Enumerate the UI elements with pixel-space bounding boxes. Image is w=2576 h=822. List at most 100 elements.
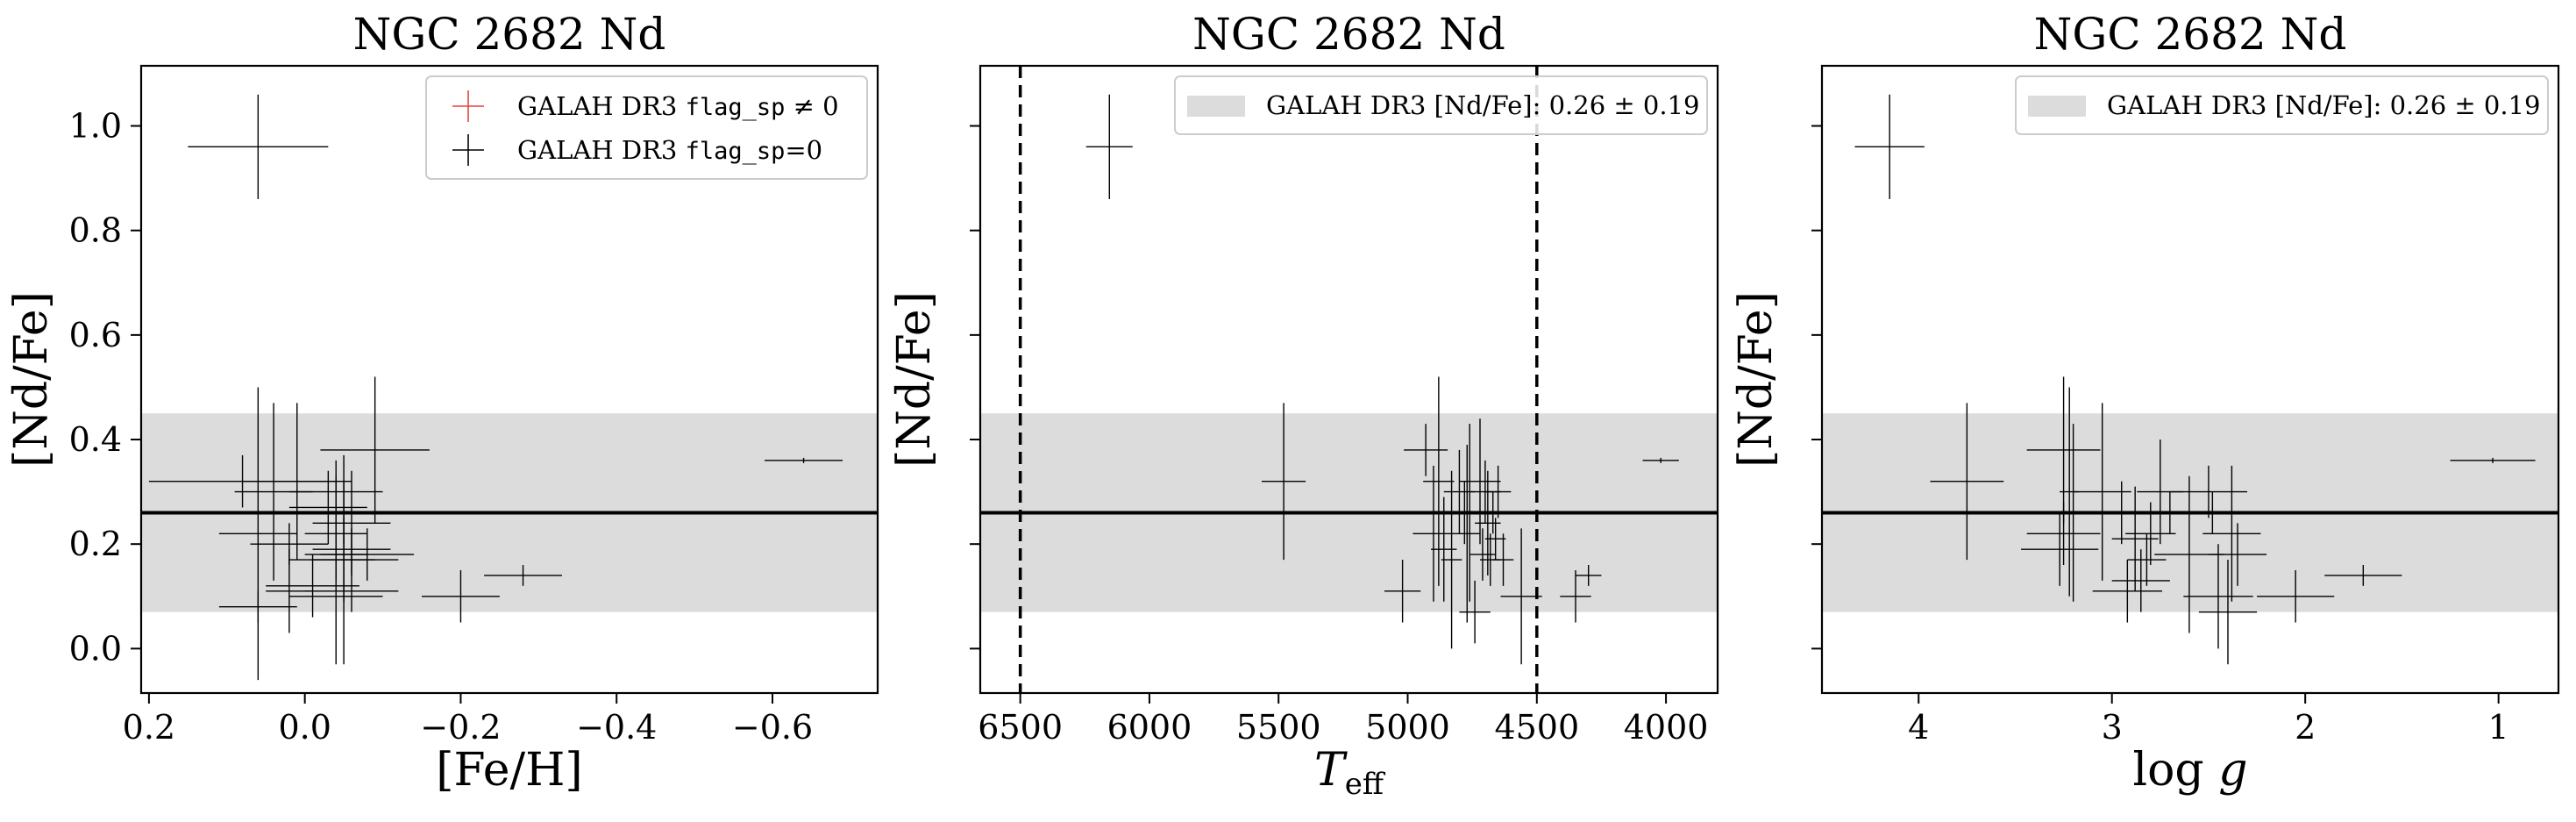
axes-frame	[139, 64, 879, 695]
x-tick-label: 5000	[1365, 708, 1450, 747]
x-tick-label: 4	[1908, 708, 1929, 747]
y-tick-label: 0.8	[69, 211, 122, 250]
x-tick-label: 3	[2102, 708, 2123, 747]
panel-title: NGC 2682 Nd	[353, 9, 666, 60]
data-point	[2208, 523, 2267, 586]
y-axis-label: [Nd/Fe]	[1730, 291, 1783, 468]
data-point	[1930, 403, 2004, 561]
legend-band-swatch	[2028, 96, 2086, 117]
data-point	[1085, 94, 1133, 199]
data-point	[2169, 465, 2248, 518]
x-axis-label: Teff	[1314, 744, 1386, 802]
data-point	[1500, 528, 1542, 665]
y-axis-label: [Nd/Fe]	[5, 291, 58, 468]
data-point	[1475, 470, 1501, 575]
data-point	[1384, 560, 1421, 623]
data-point	[1262, 403, 1306, 561]
data-point	[765, 457, 843, 463]
y-axis-label: [Nd/Fe]	[888, 291, 941, 468]
plot-area	[1822, 94, 2558, 665]
data-point	[1423, 376, 1455, 586]
legend-marker-flag-nonzero	[452, 90, 484, 122]
data-point	[484, 565, 562, 586]
data-point	[2324, 565, 2402, 586]
data-point	[320, 376, 430, 524]
legend-box	[2015, 75, 2549, 135]
y-tick-label: 0.0	[69, 629, 122, 668]
axes-frame	[978, 64, 1719, 695]
x-tick-label: 4000	[1624, 708, 1709, 747]
data-point	[1431, 497, 1457, 602]
panel-1: 0.2 0.0 −0.2 −0.4 −0.6 0.0 0.2 0.4 0.6 0.8 1.0 NGC …	[5, 9, 879, 797]
data-point	[218, 590, 297, 623]
data-point	[188, 94, 329, 199]
data-point	[312, 518, 375, 602]
data-point	[2257, 569, 2335, 623]
x-tick-label: 6000	[1107, 708, 1192, 747]
data-point	[1454, 444, 1480, 623]
data-point	[2127, 533, 2167, 586]
data-point	[288, 528, 383, 665]
x-tick-label: −0.4	[576, 708, 657, 747]
data-point	[1404, 424, 1448, 476]
x-tick-label: 2	[2295, 708, 2316, 747]
data-point	[312, 470, 391, 575]
data-point	[1469, 528, 1496, 581]
data-point	[1642, 457, 1679, 463]
data-point	[2183, 544, 2253, 649]
data-point	[1413, 465, 1455, 602]
data-point	[218, 387, 297, 681]
x-tick-label: 1	[2488, 708, 2509, 747]
data-point	[1492, 533, 1514, 586]
y-tick-label: 0.6	[69, 316, 122, 354]
y-tick-label: 0.4	[69, 420, 122, 459]
data-point	[2021, 512, 2099, 586]
x-tick-label: 0.0	[278, 708, 331, 747]
x-tick-label: 5500	[1236, 708, 1321, 747]
legend-band-label: GALAH DR3 [Nd/Fe]: 0.26 ± 0.19	[2107, 90, 2540, 120]
x-tick-label: 6500	[978, 708, 1063, 747]
y-tick-label: 1.0	[69, 107, 122, 146]
legend-band-label: GALAH DR3 [Nd/Fe]: 0.26 ± 0.19	[1266, 90, 1699, 120]
legend-box	[1174, 75, 1708, 135]
data-point	[2198, 560, 2258, 665]
data-point	[2092, 560, 2163, 623]
data-point	[2026, 376, 2101, 524]
panel-3: 4 3 2 1 NGC 2682 Nd log g [Nd/Fe] GALAH DR3 [Nd…	[1730, 9, 2560, 797]
legend-label-flag-zero: GALAH DR3 flag_sp=0	[517, 135, 822, 165]
data-point	[1484, 518, 1506, 561]
legend: GALAH DR3 [Nd/Fe]: 0.26 ± 0.19	[2015, 75, 2549, 135]
data-point	[1560, 569, 1591, 623]
legend-band-swatch	[1187, 96, 1245, 117]
data-point	[2202, 465, 2261, 602]
x-tick-label: 0.2	[123, 708, 175, 747]
data-point	[2177, 491, 2248, 534]
data-point	[320, 528, 415, 581]
axes-frame	[1820, 64, 2560, 695]
data-point	[2450, 457, 2536, 463]
legend-label-flag-nonzero: GALAH DR3 flag_sp ≠ 0	[517, 91, 839, 121]
data-point	[242, 403, 352, 561]
data-point	[2061, 424, 2085, 602]
data-point	[288, 470, 367, 545]
data-point	[1575, 565, 1602, 586]
legend-marker-flag-zero	[452, 134, 484, 166]
legend: GALAH DR3 [Nd/Fe]: 0.26 ± 0.19	[1174, 75, 1708, 135]
data-point	[1484, 465, 1512, 518]
x-tick-label: −0.6	[732, 708, 813, 747]
panel-2: 6500 6000 5500 5000 4500 4000 NGC 2682 Nd Teff […	[888, 9, 1719, 802]
y-tick-label: 0.2	[69, 525, 122, 563]
plot-area	[980, 66, 1718, 693]
x-tick-label: −0.2	[420, 708, 501, 747]
data-point	[1477, 491, 1509, 534]
plot-area	[141, 94, 878, 681]
x-tick-label: 4500	[1494, 708, 1579, 747]
data-point	[1459, 580, 1491, 644]
legend-box	[425, 75, 868, 180]
data-point	[1854, 94, 1925, 199]
legend: GALAH DR3 flag_sp ≠ 0 GALAH DR3 flag_sp=0	[425, 75, 868, 180]
panel-title: NGC 2682 Nd	[1192, 9, 1505, 60]
data-point	[422, 569, 500, 623]
panel-title: NGC 2682 Nd	[2034, 9, 2347, 60]
